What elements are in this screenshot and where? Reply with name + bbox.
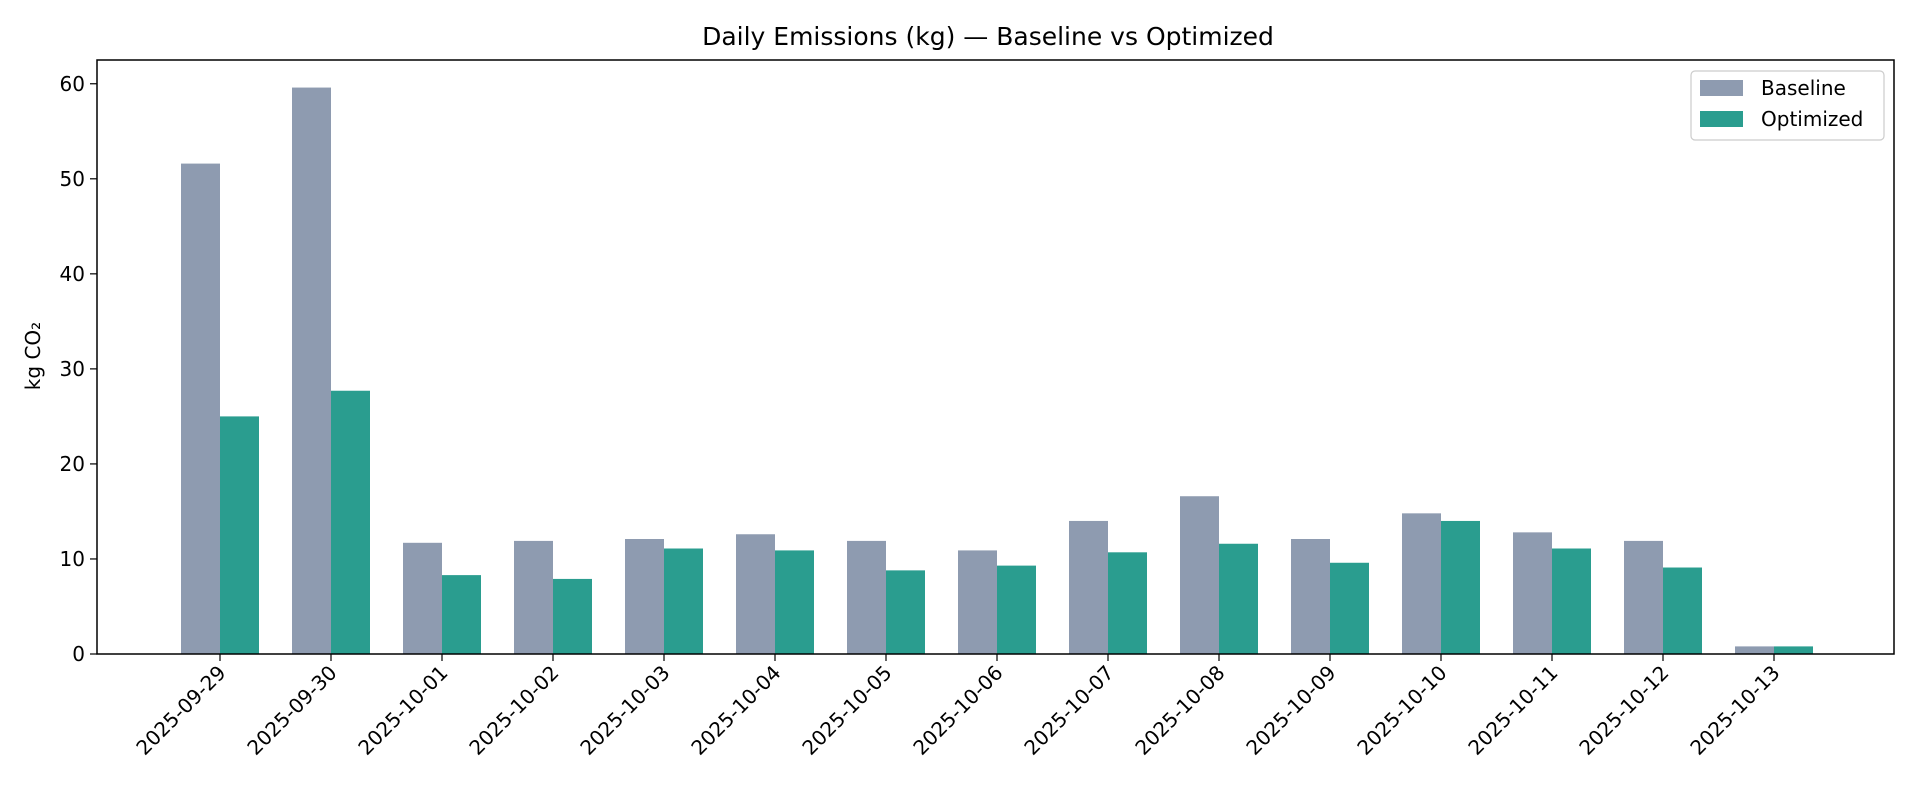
x-axis: 2025-09-29 2025-09-30 2025-10-01 2025-10-02… — [131, 654, 1785, 760]
bar-optimized-2025-10-05 — [886, 570, 925, 654]
legend: Baseline Optimized — [1690, 70, 1885, 141]
x-tick-label: 2025-10-02 — [464, 661, 563, 760]
legend-swatch-baseline — [1700, 80, 1743, 96]
x-tick-label: 2025-10-11 — [1463, 661, 1562, 760]
bar-baseline-2025-10-03 — [625, 539, 664, 654]
bar-baseline-2025-10-10 — [1402, 513, 1441, 654]
bar-optimized-2025-10-09 — [1330, 562, 1369, 654]
x-tick-label: 2025-10-06 — [908, 661, 1007, 760]
x-tick-label: 2025-10-01 — [353, 661, 452, 760]
x-tick-label: 2025-10-04 — [686, 661, 785, 760]
bar-baseline-2025-10-05 — [847, 540, 886, 654]
x-tick-label: 2025-10-08 — [1130, 661, 1229, 760]
x-tick-label: 2025-09-30 — [242, 661, 341, 760]
y-axis: 0 10 20 30 40 50 60 — [60, 72, 97, 666]
bar-optimized-2025-10-02 — [553, 578, 592, 654]
y-tick-label: 20 — [60, 452, 85, 476]
bar-baseline-2025-10-09 — [1291, 539, 1330, 654]
y-tick-label: 10 — [60, 547, 85, 571]
bar-baseline-2025-10-13 — [1735, 646, 1774, 654]
bar-baseline-2025-10-06 — [958, 550, 997, 654]
plot-frame — [96, 59, 1895, 655]
x-tick-label: 2025-10-12 — [1574, 661, 1673, 760]
x-tick-label: 2025-09-29 — [131, 661, 230, 760]
bar-baseline-2025-09-30 — [292, 87, 331, 655]
y-axis-label: kg CO₂ — [21, 322, 45, 390]
y-tick-label: 50 — [60, 167, 85, 191]
y-tick-label: 30 — [60, 357, 85, 381]
y-tick-label: 0 — [72, 642, 85, 666]
y-tick-label: 40 — [60, 262, 85, 286]
x-tick-label: 2025-10-10 — [1352, 661, 1451, 760]
legend-swatch-optimized — [1700, 111, 1743, 127]
bar-optimized-2025-10-07 — [1108, 552, 1147, 654]
bar-baseline-2025-10-01 — [403, 542, 442, 654]
bar-baseline-2025-10-04 — [736, 534, 775, 654]
bar-baseline-2025-10-02 — [514, 540, 553, 654]
bar-optimized-2025-10-10 — [1441, 520, 1480, 654]
x-tick-label: 2025-10-09 — [1241, 661, 1340, 760]
x-tick-label: 2025-10-05 — [797, 661, 896, 760]
y-tick-label: 60 — [60, 72, 85, 96]
legend-label-baseline: Baseline — [1761, 76, 1846, 100]
bar-optimized-2025-09-30 — [331, 390, 370, 654]
bar-optimized-2025-10-03 — [664, 548, 703, 654]
bar-optimized-2025-09-29 — [220, 416, 259, 654]
bar-optimized-2025-10-01 — [442, 575, 481, 654]
x-tick-label: 2025-10-03 — [575, 661, 674, 760]
bar-baseline-2025-10-11 — [1513, 532, 1552, 654]
bar-baseline-2025-09-29 — [181, 163, 220, 654]
bar-baseline-2025-10-07 — [1069, 520, 1108, 654]
bar-optimized-2025-10-11 — [1552, 548, 1591, 654]
x-tick-label: 2025-10-13 — [1685, 661, 1784, 760]
bar-optimized-2025-10-04 — [775, 550, 814, 654]
bar-baseline-2025-10-12 — [1624, 540, 1663, 654]
x-tick-label: 2025-10-07 — [1019, 661, 1118, 760]
chart-title: Daily Emissions (kg) — Baseline vs Optim… — [702, 22, 1274, 51]
bar-optimized-2025-10-12 — [1663, 567, 1702, 654]
bar-optimized-2025-10-13 — [1774, 646, 1813, 654]
bars-layer — [181, 87, 1813, 655]
bar-optimized-2025-10-08 — [1219, 543, 1258, 654]
legend-label-optimized: Optimized — [1761, 107, 1863, 131]
bar-baseline-2025-10-08 — [1180, 496, 1219, 654]
bar-optimized-2025-10-06 — [997, 565, 1036, 654]
